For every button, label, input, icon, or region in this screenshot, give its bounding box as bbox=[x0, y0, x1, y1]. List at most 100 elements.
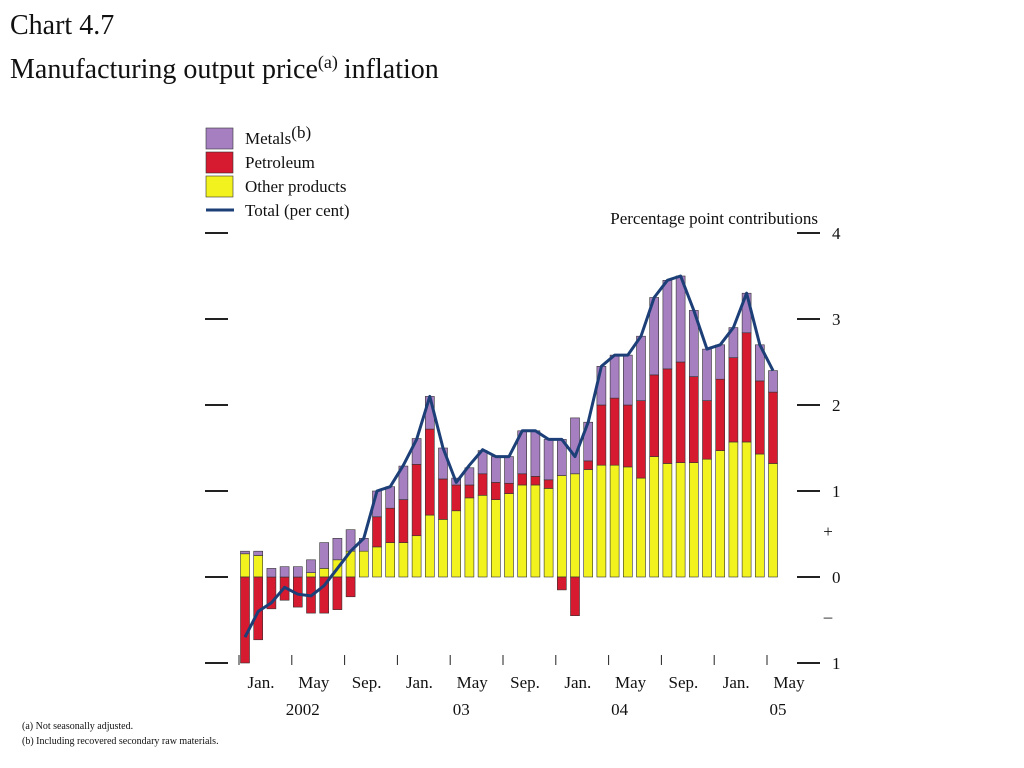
x-tick-label: Jan. bbox=[248, 673, 275, 692]
legend-name: Metals bbox=[245, 129, 291, 148]
bar bbox=[728, 441, 739, 578]
bar bbox=[530, 484, 541, 578]
bar bbox=[253, 550, 263, 556]
bar bbox=[675, 361, 686, 463]
bar bbox=[490, 482, 501, 500]
bar bbox=[345, 576, 356, 598]
bar bbox=[609, 354, 620, 399]
bar bbox=[240, 576, 250, 664]
bar bbox=[702, 400, 712, 460]
y-tick-label: 1 bbox=[832, 654, 841, 673]
bar bbox=[768, 463, 778, 578]
bar bbox=[517, 484, 528, 578]
sign-label: + bbox=[823, 522, 833, 541]
bar bbox=[477, 494, 488, 578]
title-text: Manufacturing output price bbox=[10, 54, 318, 85]
bar bbox=[279, 566, 290, 578]
x-tick-label: May bbox=[615, 673, 647, 692]
bar bbox=[715, 450, 726, 578]
bar bbox=[702, 348, 712, 402]
bar bbox=[675, 275, 686, 363]
x-group-label: 2002 bbox=[286, 700, 320, 719]
bar bbox=[292, 566, 303, 578]
total-line bbox=[243, 274, 775, 638]
bar bbox=[662, 279, 673, 370]
x-tick-label: Sep. bbox=[669, 673, 699, 692]
x-tick-label: Jan. bbox=[723, 673, 750, 692]
title-suffix: inflation bbox=[344, 54, 439, 85]
legend-name: Other products bbox=[245, 177, 347, 196]
bar bbox=[451, 484, 462, 512]
bar bbox=[636, 400, 646, 479]
bar bbox=[622, 404, 633, 468]
bar bbox=[240, 553, 250, 578]
bar bbox=[768, 391, 778, 464]
bar bbox=[622, 466, 633, 578]
bar bbox=[543, 479, 554, 489]
bar bbox=[490, 499, 501, 578]
bar bbox=[451, 510, 462, 578]
chart-label: Chart 4.7 bbox=[10, 10, 114, 41]
legend-name: Petroleum bbox=[245, 153, 315, 172]
bar bbox=[570, 576, 580, 617]
x-tick-label: May bbox=[298, 673, 330, 692]
bar bbox=[504, 456, 514, 484]
bar bbox=[385, 486, 396, 509]
bar bbox=[675, 462, 686, 578]
bar bbox=[609, 397, 620, 466]
bar bbox=[768, 370, 778, 393]
bar bbox=[398, 542, 409, 578]
bar bbox=[477, 473, 488, 496]
legend-note: (b) bbox=[291, 123, 311, 142]
bar bbox=[358, 550, 369, 578]
bar bbox=[543, 488, 554, 578]
x-tick-label: Sep. bbox=[352, 673, 382, 692]
bar bbox=[306, 559, 316, 573]
bar bbox=[411, 464, 422, 537]
x-tick-label: May bbox=[773, 673, 805, 692]
bar bbox=[636, 477, 646, 578]
bar bbox=[570, 473, 580, 578]
x-tick-label: May bbox=[457, 673, 489, 692]
bar bbox=[306, 572, 316, 578]
legend-label: Total (per cent) bbox=[245, 201, 350, 220]
bar bbox=[490, 456, 501, 483]
bar bbox=[464, 484, 475, 499]
bar bbox=[240, 550, 250, 555]
legend-swatch bbox=[205, 151, 234, 174]
bar bbox=[596, 404, 607, 466]
bar bbox=[398, 499, 409, 543]
bar bbox=[702, 458, 712, 578]
x-tick-label: Jan. bbox=[406, 673, 433, 692]
bar bbox=[741, 441, 752, 578]
bar bbox=[504, 493, 514, 578]
bar bbox=[609, 464, 620, 578]
bar bbox=[372, 516, 382, 548]
legend-label: Metals(b) bbox=[245, 123, 311, 148]
legend-label: Other products bbox=[245, 177, 347, 196]
bar bbox=[530, 430, 541, 477]
bar bbox=[411, 535, 422, 578]
bar bbox=[556, 475, 567, 578]
bar bbox=[319, 568, 330, 578]
chart-title: Manufacturing output price(a) inflation bbox=[10, 52, 439, 85]
bar bbox=[332, 576, 343, 610]
bar bbox=[741, 332, 752, 443]
bar bbox=[332, 537, 343, 561]
legend-swatch bbox=[205, 175, 234, 198]
bar bbox=[688, 376, 699, 463]
bar bbox=[583, 469, 594, 578]
x-group-label: 05 bbox=[770, 700, 787, 719]
bar bbox=[424, 428, 435, 516]
y-tick-label: 1 bbox=[832, 482, 841, 501]
y-tick-label: 0 bbox=[832, 568, 841, 587]
footnote: (a) Not seasonally adjusted. bbox=[22, 721, 133, 732]
bar bbox=[464, 467, 475, 486]
bar bbox=[438, 519, 448, 578]
bar bbox=[438, 478, 448, 520]
bar bbox=[319, 542, 330, 569]
bar bbox=[517, 473, 528, 486]
bar bbox=[688, 462, 699, 578]
legend-label: Petroleum bbox=[245, 153, 315, 172]
